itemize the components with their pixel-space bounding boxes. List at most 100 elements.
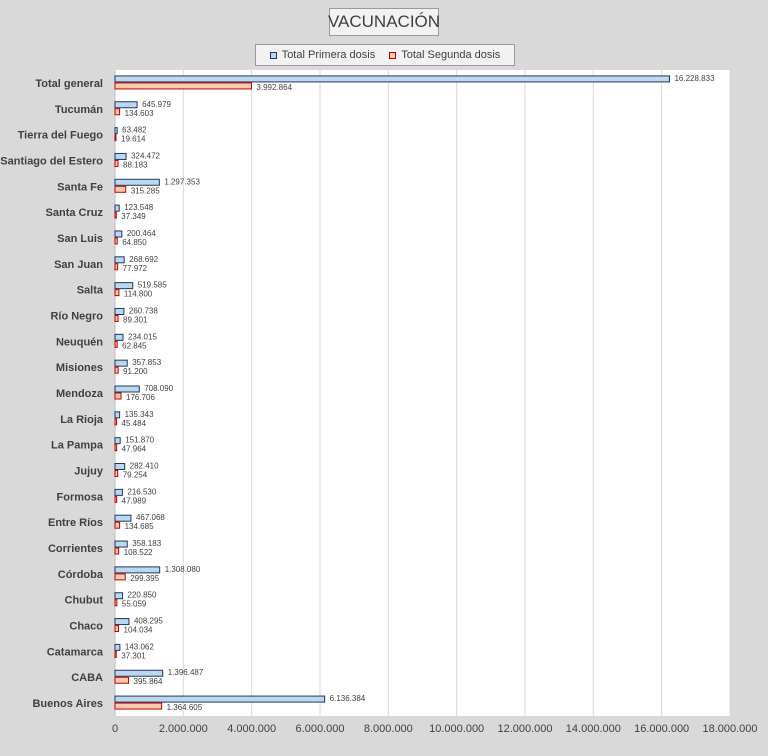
data-label-primera: 6.136.384 [330, 694, 366, 703]
bar-primera-dosis [114, 695, 326, 703]
legend-swatch-segunda [389, 51, 397, 59]
data-label-primera: 234.015 [128, 332, 157, 341]
bar-primera-dosis [114, 75, 670, 83]
data-label-segunda: 395.864 [134, 677, 163, 686]
category-label: San Luis [57, 233, 103, 245]
data-label-segunda: 19.614 [121, 135, 146, 144]
data-label-primera: 519.585 [138, 281, 167, 290]
category-label: Mendoza [56, 388, 104, 400]
data-label-primera: 143.062 [125, 642, 154, 651]
category-label: La Pampa [51, 440, 104, 452]
x-tick-label: 0 [112, 723, 118, 735]
category-label: Córdoba [58, 569, 104, 581]
data-label-segunda: 64.850 [122, 238, 147, 247]
data-label-segunda: 88.183 [123, 160, 148, 169]
category-label: Río Negro [50, 310, 103, 322]
bar-segunda-dosis [114, 418, 118, 426]
data-label-primera: 282.410 [130, 462, 159, 471]
bar-primera-dosis [114, 178, 160, 186]
bar-primera-dosis [114, 359, 128, 367]
category-label: Misiones [56, 362, 103, 374]
data-label-primera: 358.183 [132, 539, 161, 548]
data-label-segunda: 315.285 [131, 186, 160, 195]
bar-segunda-dosis [114, 185, 127, 193]
category-label: Santiago del Estero [0, 155, 103, 167]
bar-segunda-dosis [114, 340, 118, 348]
data-label-primera: 220.850 [128, 591, 157, 600]
data-label-segunda: 108.522 [124, 548, 153, 557]
data-label-primera: 16.228.833 [674, 74, 715, 83]
x-tick-label: 16.000.000 [634, 723, 689, 735]
data-label-segunda: 55.059 [122, 600, 147, 609]
chart-title-text: VACUNACIÓN [327, 12, 441, 31]
chart-legend: Total Primera dosis Total Segunda dosis [255, 44, 515, 66]
data-label-primera: 135.343 [125, 410, 154, 419]
data-label-segunda: 89.301 [123, 315, 148, 324]
x-tick-label: 10.000.000 [429, 723, 484, 735]
data-label-segunda: 91.200 [123, 367, 148, 376]
bar-primera-dosis [114, 101, 138, 109]
category-label: Formosa [57, 491, 104, 503]
category-label: San Juan [54, 259, 103, 271]
bar-primera-dosis [114, 463, 126, 471]
data-label-primera: 1.297.353 [164, 177, 200, 186]
chart-title: VACUNACIÓN [327, 8, 441, 36]
x-tick-label: 4.000.000 [227, 723, 276, 735]
bar-segunda-dosis [114, 470, 119, 478]
category-label: Chaco [69, 621, 103, 633]
bar-segunda-dosis [114, 650, 117, 658]
data-label-primera: 645.979 [142, 100, 171, 109]
data-label-segunda: 37.349 [121, 212, 146, 221]
data-label-segunda: 114.800 [124, 290, 153, 299]
bar-primera-dosis [114, 514, 132, 522]
category-label: Salta [77, 285, 104, 297]
bar-primera-dosis [114, 282, 134, 290]
category-label: Jujuy [74, 466, 104, 478]
category-label: Santa Fe [57, 181, 103, 193]
data-label-primera: 408.295 [134, 617, 163, 626]
data-label-primera: 123.548 [124, 203, 153, 212]
category-label: Buenos Aires [32, 698, 103, 710]
data-label-segunda: 79.254 [123, 471, 148, 480]
legend-swatch-primera [269, 51, 277, 59]
legend-item-segunda: Total Segunda dosis [389, 49, 500, 61]
category-label: Corrientes [48, 543, 103, 555]
bar-segunda-dosis [114, 159, 119, 167]
category-label: Chubut [65, 595, 104, 607]
data-label-primera: 357.853 [132, 358, 161, 367]
bar-segunda-dosis [114, 676, 130, 684]
bar-segunda-dosis [114, 289, 120, 297]
bar-segunda-dosis [114, 547, 120, 555]
category-label: Neuquén [56, 336, 103, 348]
data-label-primera: 467.068 [136, 513, 165, 522]
x-tick-label: 14.000.000 [566, 723, 621, 735]
bar-segunda-dosis [114, 211, 117, 219]
bar-segunda-dosis [114, 573, 126, 581]
data-label-segunda: 77.972 [123, 264, 148, 273]
bar-primera-dosis [114, 643, 121, 651]
x-tick-label: 8.000.000 [364, 723, 413, 735]
category-label: La Rioja [60, 414, 104, 426]
bar-primera-dosis [114, 333, 124, 341]
data-label-segunda: 37.301 [121, 651, 146, 660]
bar-primera-dosis [114, 127, 118, 135]
bar-segunda-dosis [114, 599, 118, 607]
legend-label-primera: Total Primera dosis [281, 49, 376, 61]
data-label-primera: 268.692 [129, 255, 158, 264]
bar-primera-dosis [114, 669, 164, 677]
data-label-segunda: 134.603 [125, 109, 154, 118]
category-label: Santa Cruz [46, 207, 104, 219]
bar-primera-dosis [114, 230, 123, 238]
bar-primera-dosis [114, 204, 120, 212]
data-label-segunda: 104.034 [124, 626, 153, 635]
bar-segunda-dosis [114, 495, 118, 503]
x-tick-label: 18.000.000 [702, 723, 757, 735]
bar-segunda-dosis [114, 366, 119, 374]
data-label-segunda: 299.395 [130, 574, 159, 583]
bar-primera-dosis [114, 488, 123, 496]
data-label-segunda: 134.685 [125, 522, 154, 531]
x-tick-label: 6.000.000 [296, 723, 345, 735]
data-label-primera: 151.870 [125, 436, 154, 445]
category-label: Catamarca [47, 646, 104, 658]
